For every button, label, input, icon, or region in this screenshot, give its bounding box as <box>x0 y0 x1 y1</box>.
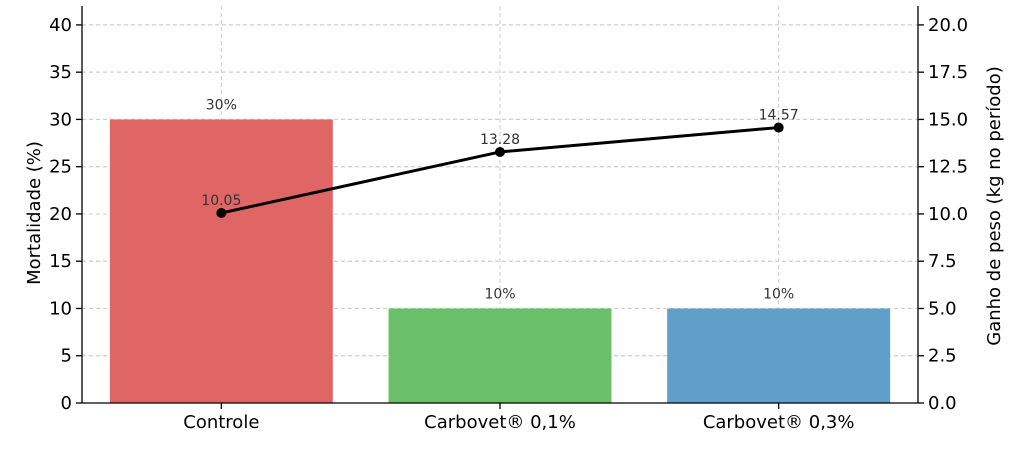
axes-layer: 0 5 10 15 20 25 30 35 40 0.0 2.5 5.0 7.5 10.0 12.5 15.0… <box>49 6 968 433</box>
bar-1 <box>388 308 612 403</box>
weight-gain-point-0 <box>216 208 227 219</box>
right-tick-label-6: 15.0 <box>928 109 968 130</box>
right-tick-label-2: 5.0 <box>928 298 957 319</box>
bar-value-label-2: 10% <box>763 286 794 302</box>
line-value-label-1: 13.28 <box>480 132 520 148</box>
right-tick-label-3: 7.5 <box>928 251 957 272</box>
left-tick-label-0: 0 <box>61 393 72 414</box>
weight-gain-point-1 <box>495 146 505 157</box>
line-value-label-2: 14.57 <box>759 108 799 124</box>
right-tick-label-5: 12.5 <box>928 157 968 178</box>
weight-gain-point-2 <box>773 122 784 133</box>
left-tick-label-8: 40 <box>49 15 72 36</box>
left-tick-label-1: 5 <box>61 346 72 367</box>
bars-layer <box>109 119 891 403</box>
line-value-label-0: 10.05 <box>201 193 241 209</box>
x-tick-label-1: Carbovet® 0,1% <box>424 412 576 433</box>
left-tick-label-6: 30 <box>49 109 72 130</box>
right-tick-label-0: 0.0 <box>928 393 957 414</box>
bar-2 <box>667 308 891 403</box>
x-tick-label-2: Carbovet® 0,3% <box>703 412 855 433</box>
right-tick-label-7: 17.5 <box>928 62 968 83</box>
left-tick-label-4: 20 <box>49 204 72 225</box>
right-tick-label-1: 2.5 <box>928 346 957 367</box>
line-layer <box>216 122 784 219</box>
bar-0 <box>109 119 333 403</box>
left-tick-label-3: 15 <box>49 251 72 272</box>
labels-layer: 30% 10% 10% 10.05 13.28 14.57 <box>201 97 798 302</box>
bar-value-label-0: 30% <box>206 97 237 113</box>
x-tick-label-0: Controle <box>183 412 259 433</box>
right-tick-label-4: 10.0 <box>928 204 968 225</box>
right-tick-label-8: 20.0 <box>928 15 968 36</box>
left-axis-title: Mortalidade (%) <box>24 141 45 285</box>
left-tick-label-5: 25 <box>49 157 72 178</box>
left-tick-label-2: 10 <box>49 298 72 319</box>
right-axis-title: Ganho de peso (kg no período) <box>984 66 1005 345</box>
left-tick-label-7: 35 <box>49 62 72 83</box>
bar-value-label-1: 10% <box>484 286 515 302</box>
